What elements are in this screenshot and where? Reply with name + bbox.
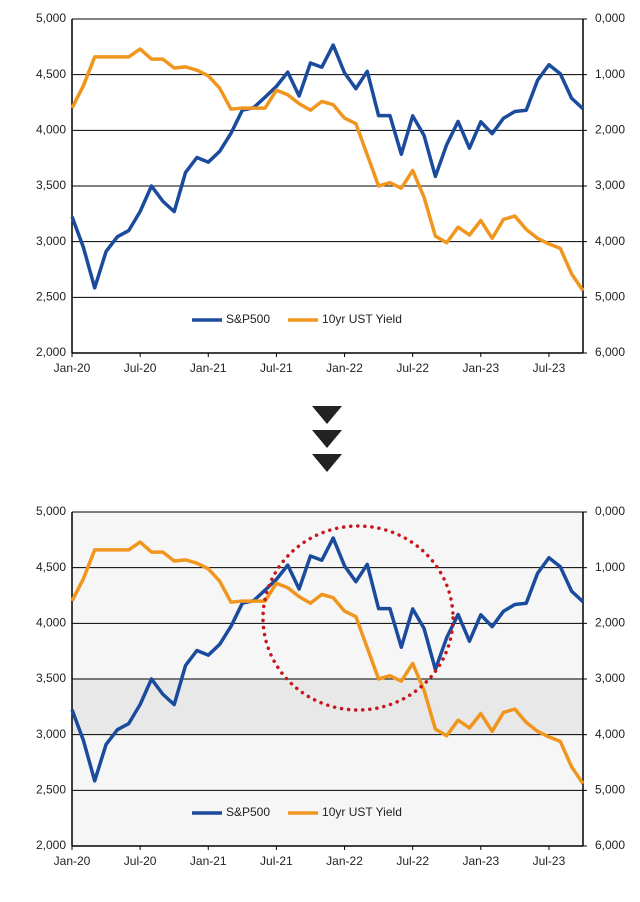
y2-tick-label: 6,000 — [595, 345, 625, 359]
x-tick-label: Jul-23 — [533, 361, 566, 375]
y2-tick-label: 1,000 — [595, 67, 625, 81]
y-tick-label: 5,000 — [36, 504, 66, 518]
y2-tick-label: 3,000 — [595, 178, 625, 192]
series-line — [70, 47, 585, 292]
x-tick-label: Jan-22 — [326, 854, 363, 868]
x-tick-label: Jan-23 — [462, 361, 499, 375]
y-tick-label: 2,000 — [36, 838, 66, 852]
x-tick-label: Jul-23 — [533, 854, 566, 868]
y2-tick-label: 5,000 — [595, 783, 625, 797]
series-line — [70, 540, 585, 785]
x-tick-label: Jan-23 — [462, 854, 499, 868]
y2-tick-label: 0,000 — [595, 11, 625, 25]
legend-label: 10yr UST Yield — [322, 312, 402, 326]
x-tick-label: Jul-21 — [260, 361, 293, 375]
legend-label: 10yr UST Yield — [322, 805, 402, 819]
y2-tick-label: 2,000 — [595, 123, 625, 137]
y-tick-label: 2,500 — [36, 783, 66, 797]
y-tick-label: 4,500 — [36, 67, 66, 81]
x-tick-label: Jan-20 — [54, 361, 91, 375]
x-tick-label: Jan-21 — [190, 361, 227, 375]
y2-tick-label: 3,000 — [595, 671, 625, 685]
arrow — [312, 454, 342, 472]
y2-tick-label: 4,000 — [595, 727, 625, 741]
arrows — [312, 406, 342, 472]
y2-tick-label: 4,000 — [595, 234, 625, 248]
y-tick-label: 3,500 — [36, 178, 66, 192]
legend-label: S&P500 — [226, 805, 270, 819]
x-tick-label: Jul-20 — [124, 361, 157, 375]
y-tick-label: 2,000 — [36, 345, 66, 359]
x-tick-label: Jul-22 — [396, 361, 429, 375]
series-line — [70, 536, 585, 783]
y-tick-label: 3,000 — [36, 727, 66, 741]
y-tick-label: 3,500 — [36, 671, 66, 685]
y-tick-label: 2,500 — [36, 290, 66, 304]
legend-label: S&P500 — [226, 312, 270, 326]
x-tick-label: Jan-21 — [190, 854, 227, 868]
arrow — [312, 406, 342, 424]
arrow — [312, 430, 342, 448]
x-tick-label: Jan-22 — [326, 361, 363, 375]
y2-tick-label: 0,000 — [595, 504, 625, 518]
series-line — [70, 43, 585, 290]
annotation-circle — [261, 524, 455, 712]
y-tick-label: 4,500 — [36, 560, 66, 574]
y-tick-label: 4,000 — [36, 123, 66, 137]
y-tick-label: 4,000 — [36, 616, 66, 630]
y2-tick-label: 1,000 — [595, 560, 625, 574]
y-tick-label: 3,000 — [36, 234, 66, 248]
y2-tick-label: 2,000 — [595, 616, 625, 630]
x-tick-label: Jan-20 — [54, 854, 91, 868]
x-tick-label: Jul-21 — [260, 854, 293, 868]
x-tick-label: Jul-22 — [396, 854, 429, 868]
y2-tick-label: 6,000 — [595, 838, 625, 852]
y2-tick-label: 5,000 — [595, 290, 625, 304]
x-tick-label: Jul-20 — [124, 854, 157, 868]
y-tick-label: 5,000 — [36, 11, 66, 25]
